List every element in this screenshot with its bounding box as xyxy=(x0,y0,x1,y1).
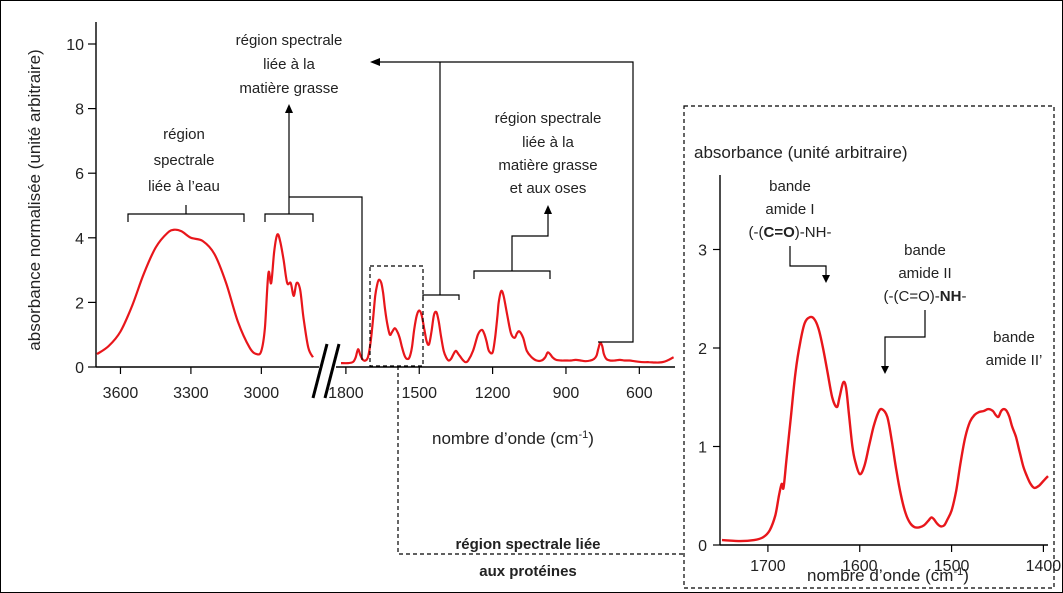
annotation-amide-ii: bande amide II (-(C=O)-NH- xyxy=(881,242,966,374)
main-x-tick-label: 1800 xyxy=(328,385,364,402)
annotation-amide-ii-prime: bande amide II’ xyxy=(986,329,1043,369)
main-y-tick-label: 10 xyxy=(66,37,84,54)
inset-x-axis-label: nombre d’onde (cm-1) xyxy=(807,566,969,585)
main-chart: 0 2 4 6 8 10 3600 3300 3000 1800 1500 1200 900 600 a… xyxy=(25,22,684,580)
inset-frame xyxy=(683,105,1055,589)
main-y-tick-label: 0 xyxy=(75,360,84,377)
main-x-tick-label: 900 xyxy=(553,385,580,402)
main-x-tick-label: 1500 xyxy=(401,385,437,402)
main-x-ticks: 3600 3300 3000 1800 1500 1200 900 600 xyxy=(103,367,653,402)
annotation-fat-sugar-region: région spectrale liée à la matière grasse e… xyxy=(473,110,602,279)
main-y-tick-label: 6 xyxy=(75,166,84,183)
main-x-tick-label: 3000 xyxy=(244,385,280,402)
main-y-tick-label: 4 xyxy=(75,231,84,248)
annotation-fat-region: région spectrale liée à la matière grasse xyxy=(236,32,634,360)
inset-x-tick-label: 1500 xyxy=(934,558,970,575)
svg-text:(-(C=O)-NH-: (-(C=O)-NH- xyxy=(749,224,832,241)
inset-x-ticks: 1700 1600 1500 1400 xyxy=(750,545,1061,575)
main-spectrum-curve-low xyxy=(340,278,675,365)
annotation-water-region: région spectrale liée à l’eau xyxy=(127,126,245,222)
main-spectrum-curve-high xyxy=(96,228,314,358)
svg-text:(-(C=O)-NH-: (-(C=O)-NH- xyxy=(884,288,967,305)
main-x-tick-label: 1200 xyxy=(475,385,511,402)
inset-y-ticks: 0 1 2 3 xyxy=(698,243,720,555)
inset-y-tick-label: 3 xyxy=(698,243,707,260)
inset-x-tick-label: 1400 xyxy=(1026,558,1062,575)
main-x-tick-label: 3600 xyxy=(103,385,139,402)
inset-x-tick-label: 1700 xyxy=(750,558,786,575)
main-y-ticks: 0 2 4 6 8 10 xyxy=(66,37,96,377)
inset-y-tick-label: 1 xyxy=(698,440,707,457)
inset-y-tick-label: 2 xyxy=(698,341,707,358)
main-x-axis-label: nombre d’onde (cm-1) xyxy=(432,429,594,448)
axis-break-mark xyxy=(311,343,341,399)
main-x-tick-label: 3300 xyxy=(173,385,209,402)
main-y-tick-label: 2 xyxy=(75,295,84,312)
main-y-tick-label: 8 xyxy=(75,102,84,119)
main-y-axis-label: absorbance normalisée (unité arbitraire) xyxy=(25,49,44,350)
inset-y-tick-label: 0 xyxy=(698,538,707,555)
inset-spectrum-curve xyxy=(721,315,1049,543)
inset-y-axis-label: absorbance (unité arbitraire) xyxy=(694,143,908,162)
annotation-protein-region: région spectrale liée aux protéines xyxy=(369,265,684,580)
main-x-tick-label: 600 xyxy=(626,385,653,402)
annotation-amide-i: bande amide I (-(C=O)-NH- xyxy=(749,178,832,283)
inset-x-tick-label: 1600 xyxy=(842,558,878,575)
